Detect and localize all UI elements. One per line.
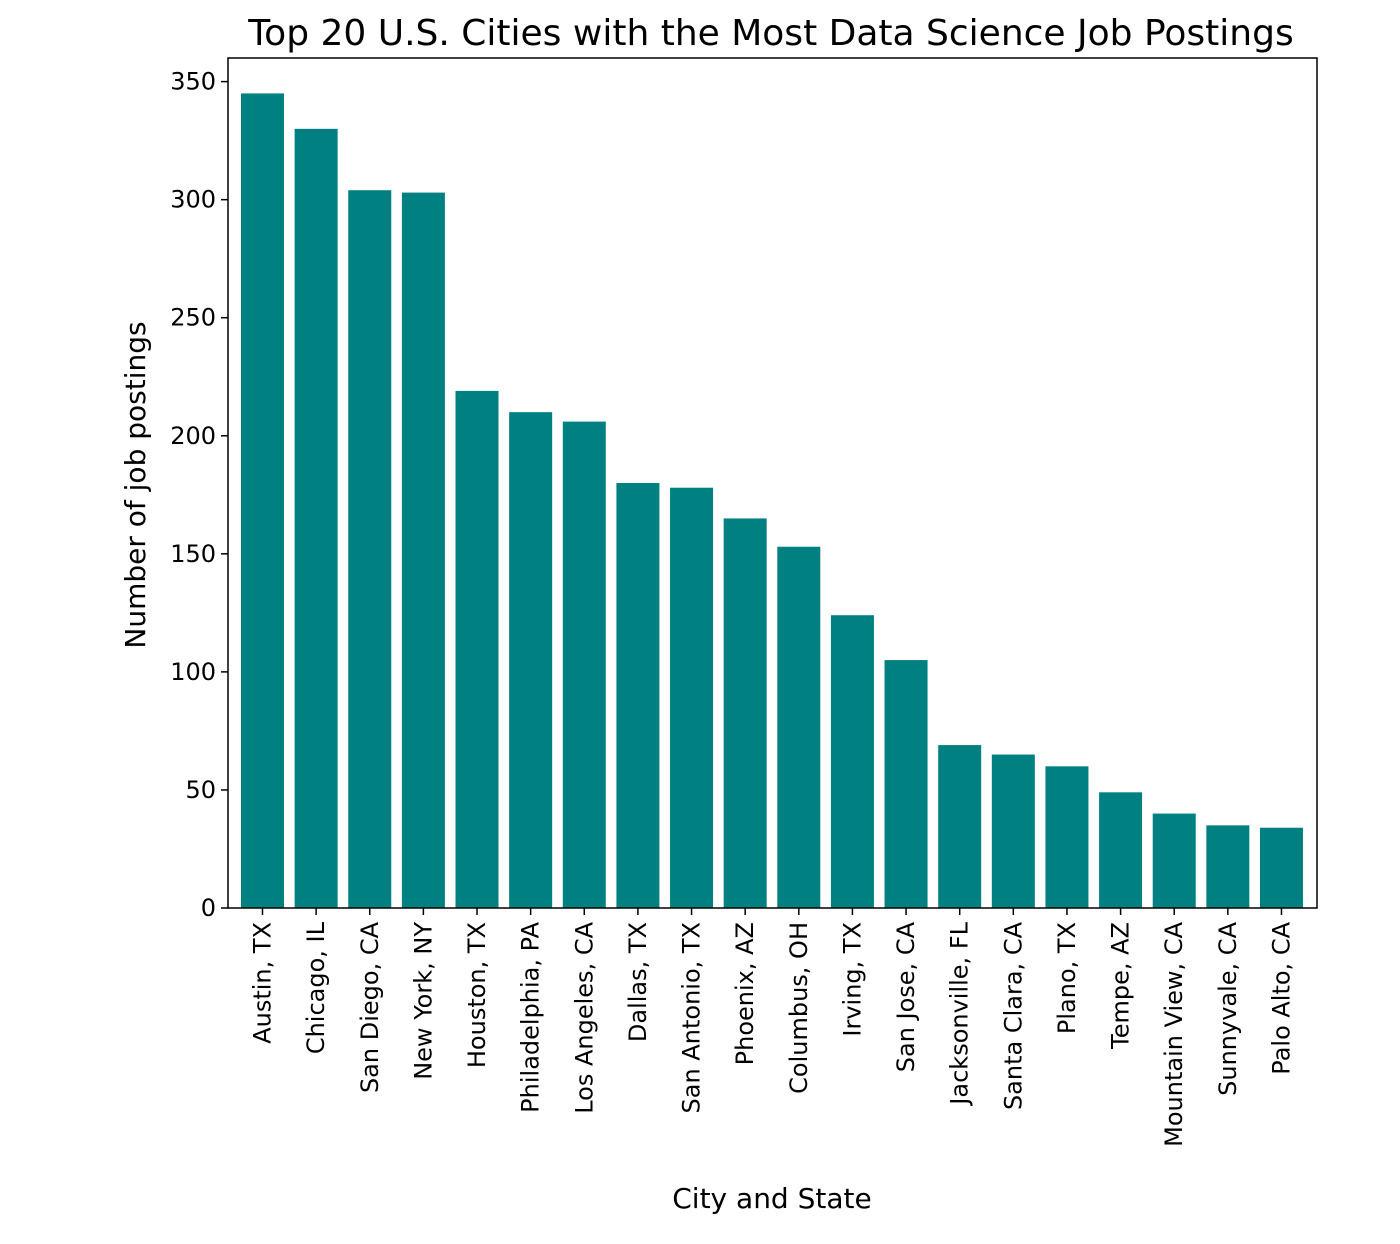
plot-frame <box>227 57 1318 909</box>
y-axis: 0 50 100 150 200 250 300 350 <box>170 68 228 922</box>
bar <box>348 190 392 909</box>
y-tick-label: 0 <box>201 894 216 922</box>
x-tick-label: San Diego, CA <box>356 921 384 1093</box>
x-tick-label: Tempe, AZ <box>1107 922 1135 1050</box>
bar <box>938 745 982 908</box>
x-tick-label: San Jose, CA <box>892 921 920 1072</box>
bars-group <box>241 93 1303 909</box>
x-tick-label: Columbus, OH <box>785 922 813 1094</box>
x-tick-label: Houston, TX <box>463 922 491 1068</box>
bar <box>670 487 714 908</box>
x-tick-label: Santa Clara, CA <box>999 921 1027 1110</box>
bar <box>562 421 606 908</box>
y-tick-label: 250 <box>170 304 216 332</box>
x-tick-label: San Antonio, TX <box>678 922 706 1113</box>
bar <box>455 390 499 908</box>
bar <box>1259 827 1303 908</box>
x-tick-label: Austin, TX <box>249 922 277 1044</box>
y-tick-label: 300 <box>170 186 216 214</box>
x-tick-label: Palo Alto, CA <box>1267 921 1295 1074</box>
bar <box>509 412 553 908</box>
x-tick-label: Irving, TX <box>838 922 866 1037</box>
bar <box>1206 825 1250 908</box>
x-tick-label: Chicago, IL <box>302 921 330 1054</box>
y-tick-label: 100 <box>170 658 216 686</box>
y-tick-label: 350 <box>170 68 216 96</box>
x-axis-label: City and State <box>672 1182 871 1215</box>
y-axis-label: Number of job postings <box>119 321 152 648</box>
y-tick-label: 150 <box>170 540 216 568</box>
bar <box>401 192 445 908</box>
bar <box>1045 766 1089 908</box>
bar <box>1152 813 1196 908</box>
bar <box>777 546 821 908</box>
bar <box>241 93 284 909</box>
bar <box>1099 792 1143 908</box>
y-tick-label: 50 <box>185 776 216 804</box>
x-tick-label: Phoenix, AZ <box>731 922 759 1065</box>
x-tick-label: Los Angeles, CA <box>570 921 598 1113</box>
bar <box>991 754 1035 908</box>
chart-title: Top 20 U.S. Cities with the Most Data Sc… <box>247 13 1293 54</box>
x-tick-label: Jacksonville, FL <box>946 921 974 1106</box>
bar <box>723 518 767 908</box>
x-tick-label: Dallas, TX <box>624 922 652 1042</box>
x-tick-label: Philadelphia, PA <box>517 921 545 1112</box>
x-tick-label: Plano, TX <box>1053 922 1081 1034</box>
x-tick-label: Sunnyvale, CA <box>1214 921 1242 1095</box>
bar <box>830 615 874 908</box>
x-tick-label: New York, NY <box>409 922 437 1080</box>
y-tick-label: 200 <box>170 422 216 450</box>
bar <box>884 660 928 908</box>
x-tick-label: Mountain View, CA <box>1160 921 1188 1146</box>
x-axis: Austin, TX Chicago, IL San Diego, CA New Yo… <box>249 908 1295 1147</box>
bar <box>616 483 660 908</box>
bar <box>294 128 338 908</box>
